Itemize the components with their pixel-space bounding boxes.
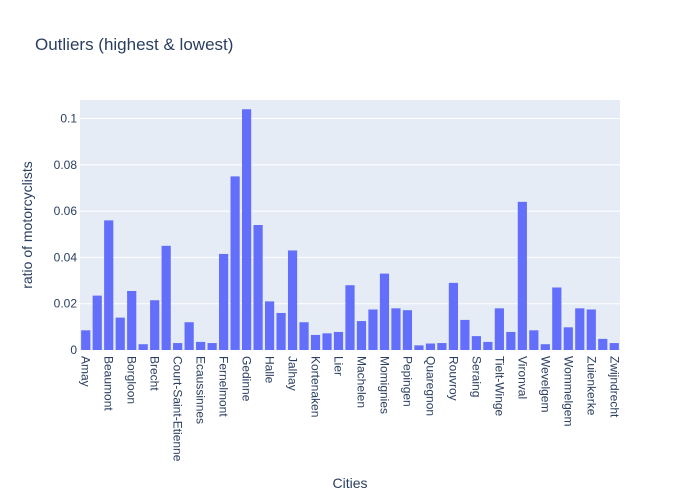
x-tick-label: Machelen	[354, 356, 368, 408]
bar[interactable]	[552, 287, 562, 351]
bar[interactable]	[460, 319, 470, 350]
bar[interactable]	[471, 336, 481, 350]
y-tick-label: 0.04	[54, 250, 78, 264]
x-axis-title: Cities	[332, 475, 367, 491]
bar[interactable]	[379, 273, 390, 350]
bar[interactable]	[575, 308, 585, 350]
bar[interactable]	[402, 310, 413, 350]
bar[interactable]	[310, 334, 321, 350]
x-tick-label: Zuienkerke	[584, 356, 598, 416]
x-tick-label: Court-Saint-Etienne	[171, 356, 185, 462]
x-tick-label: Rouvroy	[446, 356, 460, 401]
bar[interactable]	[586, 309, 596, 350]
bar[interactable]	[345, 285, 355, 350]
x-tick-label: Beaumont	[102, 356, 116, 411]
bar[interactable]	[333, 331, 344, 350]
bar[interactable]	[242, 109, 252, 350]
bar[interactable]	[368, 309, 378, 350]
x-tick-label: Seraing	[469, 356, 483, 397]
bar[interactable]	[356, 321, 367, 350]
x-tick-label: Vironval	[515, 356, 529, 399]
bar[interactable]	[150, 300, 160, 350]
bar[interactable]	[127, 290, 137, 350]
x-tick-label: Lier	[332, 356, 346, 376]
y-axis-title: ratio of motorcyclists	[19, 161, 35, 289]
bar[interactable]	[414, 345, 424, 350]
y-tick-label: 0.02	[54, 297, 78, 311]
bar[interactable]	[219, 253, 229, 350]
bar[interactable]	[184, 322, 194, 350]
bar[interactable]	[540, 344, 550, 350]
y-tick-label: 0.08	[54, 158, 78, 172]
bar[interactable]	[264, 301, 275, 350]
x-axis-ticks: Amay Beaumont Borgloon Brecht Court-Saint-Et…	[79, 356, 622, 462]
x-tick-label: Tielt-Winge	[492, 356, 506, 417]
bar[interactable]	[196, 341, 206, 350]
bar[interactable]	[253, 225, 263, 350]
y-tick-label: 0	[70, 343, 77, 357]
x-tick-label: Brecht	[148, 356, 162, 391]
bar[interactable]	[391, 308, 401, 350]
bar[interactable]	[104, 220, 114, 350]
x-tick-label: Kortenaken	[309, 356, 323, 417]
bar[interactable]	[609, 343, 619, 350]
bar[interactable]	[115, 317, 125, 350]
y-tick-label: 0.1	[60, 112, 77, 126]
x-tick-label: Wevelgem	[538, 356, 552, 412]
x-tick-label: Quaregnon	[423, 356, 437, 416]
bar[interactable]	[425, 343, 436, 350]
bar[interactable]	[437, 343, 447, 350]
bar[interactable]	[322, 333, 332, 350]
bar[interactable]	[598, 338, 608, 350]
x-tick-label: Halle	[263, 356, 277, 384]
bar[interactable]	[299, 322, 309, 350]
x-tick-label: Ecaussinnes	[194, 356, 208, 424]
chart-title: Outliers (highest & lowest)	[35, 35, 233, 54]
bar[interactable]	[563, 327, 573, 350]
y-tick-label: 0.06	[54, 204, 78, 218]
x-tick-label: Pepingen	[400, 356, 414, 407]
x-tick-label: Amay	[79, 356, 93, 387]
bar[interactable]	[92, 295, 102, 350]
bar[interactable]	[230, 176, 240, 350]
x-tick-label: Gedinne	[240, 356, 254, 402]
bar[interactable]	[173, 343, 183, 350]
bars	[81, 109, 619, 350]
bar[interactable]	[517, 201, 527, 350]
x-tick-label: Fernelmont	[217, 356, 231, 417]
bar[interactable]	[506, 331, 516, 350]
x-tick-label: Wommelgem	[561, 356, 575, 426]
bar[interactable]	[207, 343, 217, 350]
x-tick-label: Jalhay	[286, 356, 300, 391]
bar[interactable]	[161, 245, 171, 350]
x-tick-label: Momignies	[377, 356, 391, 414]
bar[interactable]	[138, 344, 148, 350]
bar[interactable]	[483, 341, 493, 350]
y-axis-ticks: 0 0.02 0.04 0.06 0.08 0.1	[54, 112, 78, 357]
bar[interactable]	[81, 330, 91, 350]
bar[interactable]	[494, 308, 504, 350]
bar[interactable]	[448, 282, 458, 350]
x-tick-label: Zwijndrecht	[607, 356, 621, 418]
bar[interactable]	[276, 312, 286, 350]
bar[interactable]	[287, 250, 298, 350]
x-tick-label: Borgloon	[125, 356, 139, 404]
bar[interactable]	[529, 330, 539, 350]
